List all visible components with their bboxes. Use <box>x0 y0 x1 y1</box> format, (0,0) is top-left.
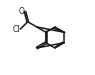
Text: O: O <box>19 7 24 16</box>
Text: Cl: Cl <box>12 25 20 34</box>
